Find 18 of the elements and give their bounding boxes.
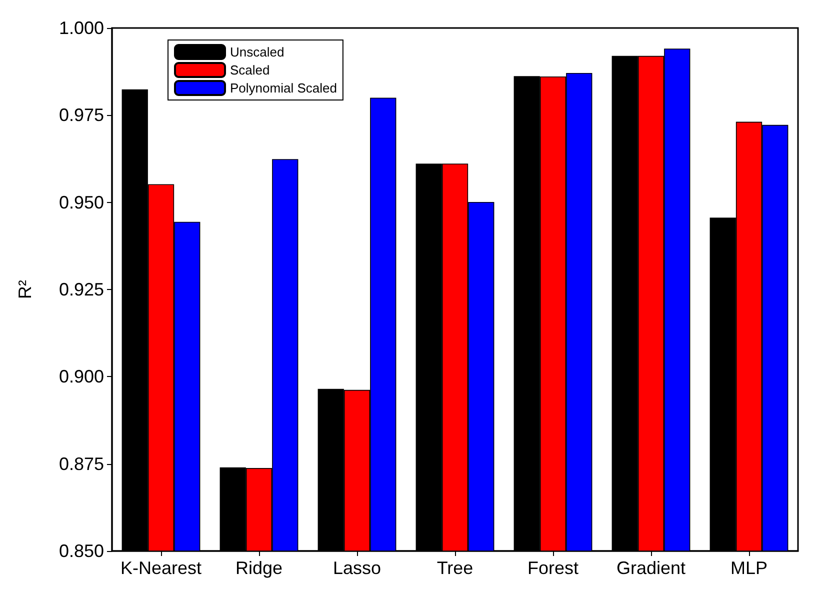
x-tick-label: MLP <box>730 558 768 578</box>
x-tick-label: Gradient <box>616 558 686 578</box>
y-tick-label: 1.000 <box>58 18 104 38</box>
y-tick-label: 0.950 <box>58 192 104 212</box>
y-tick-label: 0.900 <box>58 366 104 387</box>
x-tick-label: Ridge <box>235 558 283 578</box>
x-tick-label: Forest <box>527 558 579 578</box>
y-axis-title: R² <box>15 280 35 299</box>
y-tick-label: 0.975 <box>58 105 104 126</box>
x-tick-label: Lasso <box>332 558 382 578</box>
x-tick-label: Tree <box>436 558 474 578</box>
legend-label: Polynomial Scaled <box>230 80 337 96</box>
legend-label: Unscaled <box>230 44 284 60</box>
y-tick-label: 0.850 <box>58 541 104 561</box>
y-tick-label: 0.925 <box>58 280 104 300</box>
legend-label: Scaled <box>230 62 270 78</box>
y-tick-label: 0.875 <box>58 454 104 474</box>
x-tick-label: K-Nearest <box>120 558 202 578</box>
